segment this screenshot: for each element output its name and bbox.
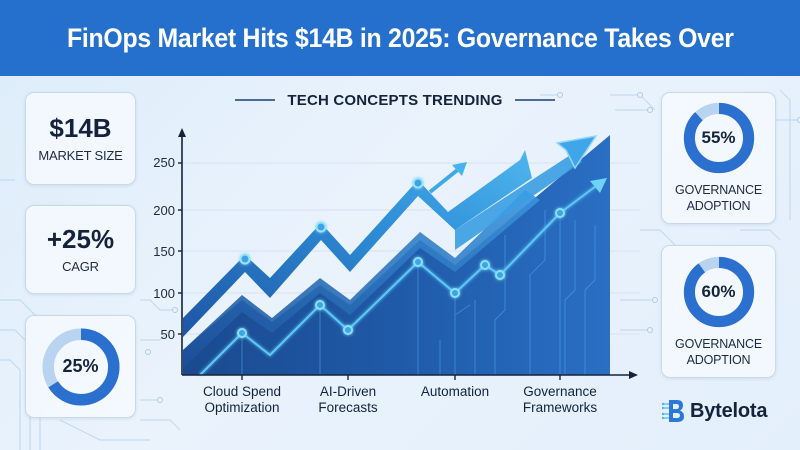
y-axis-arrow-icon — [178, 128, 186, 137]
chart-title-text: TECH CONCEPTS TRENDING — [287, 91, 503, 109]
x-label-governance: Governance Frameworks — [505, 384, 615, 416]
stat-card-cagr: +25% CAGR — [25, 205, 136, 294]
x-label-line: Automation — [420, 384, 490, 399]
lower-trend-markers — [237, 208, 565, 338]
secondary-arrow — [428, 166, 462, 194]
header-banner: FinOps Market Hits $14B in 2025: Governa… — [0, 0, 800, 76]
x-label-line: Forecasts — [318, 400, 378, 415]
y-tick-label: 200 — [153, 203, 175, 218]
caption-line: ADOPTION — [686, 352, 751, 367]
brand-logo: Bytelota — [662, 398, 768, 424]
x-label-line: AI-Driven — [319, 384, 377, 399]
x-label-automation: Automation — [400, 384, 510, 400]
x-label-line: Cloud Spend — [202, 384, 282, 399]
y-tick-label: 50 — [160, 327, 175, 342]
donut-chart: 55% — [682, 101, 756, 175]
donut-chart: 60% — [682, 255, 756, 329]
stat-value: +25% — [46, 223, 115, 254]
x-label-cloud-spend: Cloud Spend Optimization — [187, 384, 297, 416]
x-label-line: Optimization — [204, 400, 280, 415]
page-title: FinOps Market Hits $14B in 2025: Governa… — [66, 22, 734, 53]
upper-trend-band — [183, 150, 532, 337]
stat-value: $14B — [49, 112, 112, 143]
upper-trend-markers — [239, 177, 424, 265]
main-arrowhead — [555, 134, 598, 170]
y-tick-label: 150 — [153, 244, 175, 259]
stat-card-market-size: $14B MARKET SIZE — [25, 92, 136, 185]
donut-card-left: 25% — [25, 315, 136, 418]
y-tick-label: 100 — [153, 286, 175, 301]
donut-caption: GOVERNANCE ADOPTION — [675, 337, 762, 368]
brand-name: Bytelota — [690, 399, 768, 422]
stat-label: MARKET SIZE — [38, 147, 123, 163]
chart-title: TECH CONCEPTS TRENDING — [230, 88, 560, 112]
x-label-ai-driven: AI-Driven Forecasts — [293, 384, 403, 416]
lower-trend-arrowhead — [590, 178, 607, 193]
governance-adoption-card-1: 55% GOVERNANCE ADOPTION — [661, 92, 776, 224]
caption-line: GOVERNANCE — [675, 183, 762, 198]
y-ticks — [178, 162, 182, 335]
main-arrow-band — [455, 152, 582, 250]
donut-chart: 25% — [40, 326, 122, 408]
b-circuit-logo-icon — [662, 400, 684, 422]
donut-caption: GOVERNANCE ADOPTION — [675, 183, 762, 214]
stat-label: CAGR — [62, 258, 99, 274]
middle-band — [183, 190, 540, 368]
x-label-line: Governance — [523, 384, 597, 399]
title-rule-left — [235, 99, 276, 101]
secondary-arrowhead — [452, 162, 467, 176]
x-ticks — [241, 375, 561, 380]
caption-line: GOVERNANCE — [675, 336, 762, 351]
caption-line: ADOPTION — [686, 199, 751, 213]
x-axis-arrow-icon — [629, 371, 638, 379]
x-label-line: Frameworks — [522, 400, 598, 415]
governance-adoption-card-2: 60% GOVERNANCE ADOPTION — [661, 245, 776, 378]
y-tick-label: 250 — [153, 155, 175, 170]
donut-percent: 55% — [701, 128, 736, 148]
title-rule-right — [514, 99, 555, 101]
donut-percent: 25% — [62, 356, 99, 376]
donut-percent: 60% — [701, 281, 736, 301]
